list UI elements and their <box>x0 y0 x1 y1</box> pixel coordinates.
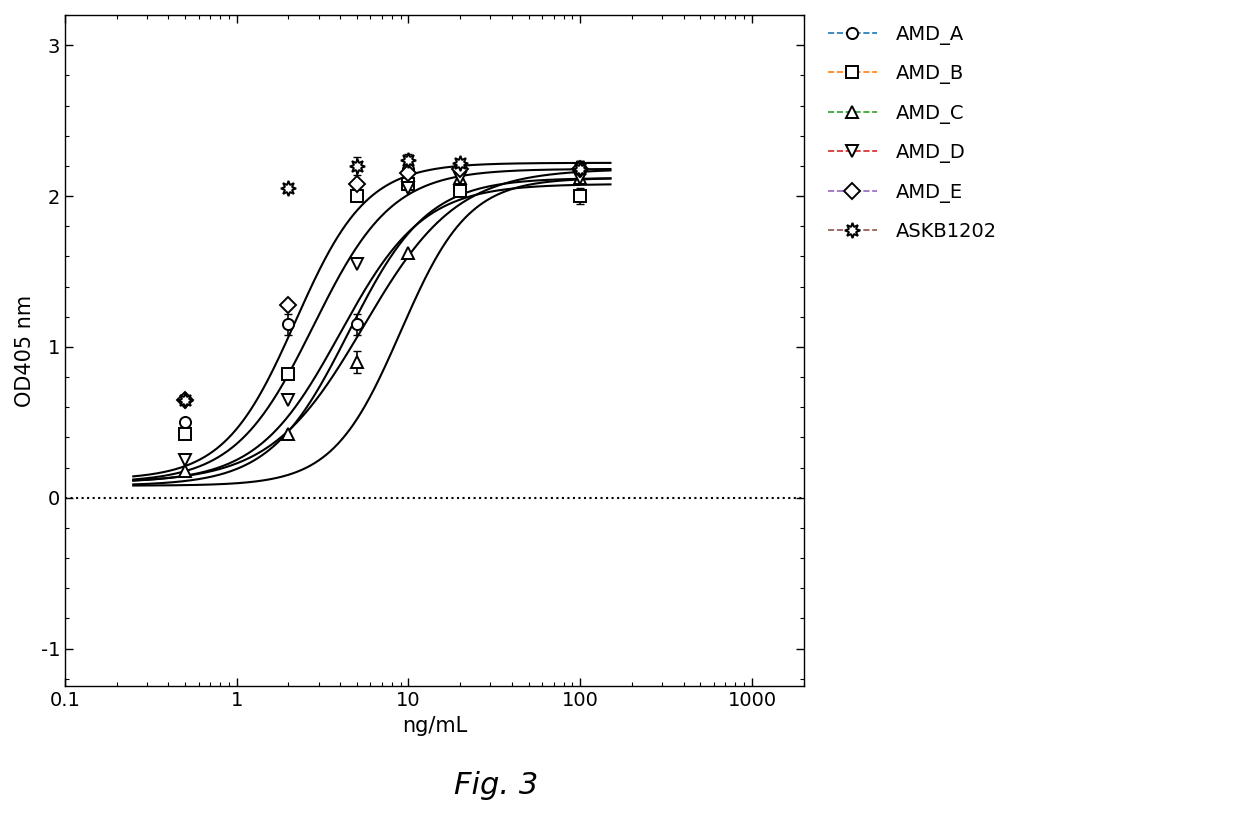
Line: AMD_E: AMD_E <box>180 163 585 406</box>
ASKB1202 <box>401 155 415 165</box>
AMD_A <box>401 164 415 174</box>
AMD_D <box>177 455 192 465</box>
Text: Fig. 3: Fig. 3 <box>454 770 538 800</box>
AMD_A <box>281 319 296 329</box>
AMD_A <box>177 418 192 428</box>
Line: AMD_D: AMD_D <box>179 171 587 466</box>
Y-axis label: OD405 nm: OD405 nm <box>15 295 35 406</box>
AMD_C <box>401 248 415 258</box>
AMD_A <box>350 319 365 329</box>
AMD_C <box>350 357 365 367</box>
ASKB1202 <box>453 158 467 168</box>
AMD_D <box>281 395 296 405</box>
X-axis label: ng/mL: ng/mL <box>402 716 467 736</box>
ASKB1202 <box>573 164 588 174</box>
AMD_D <box>453 173 467 183</box>
Line: ASKB1202: ASKB1202 <box>177 152 588 407</box>
AMD_B <box>401 179 415 188</box>
AMD_A <box>573 164 588 174</box>
Legend: AMD_A, AMD_B, AMD_C, AMD_D, AMD_E, ASKB1202: AMD_A, AMD_B, AMD_C, AMD_D, AMD_E, ASKB1… <box>828 24 997 241</box>
ASKB1202 <box>350 161 365 171</box>
AMD_D <box>573 173 588 183</box>
AMD_B <box>177 429 192 439</box>
AMD_E <box>350 179 365 188</box>
AMD_D <box>350 259 365 268</box>
AMD_E <box>573 164 588 174</box>
AMD_A <box>453 164 467 174</box>
AMD_C <box>177 466 192 476</box>
Line: AMD_B: AMD_B <box>180 179 585 440</box>
AMD_C <box>453 173 467 183</box>
AMD_E <box>177 395 192 405</box>
AMD_B <box>573 191 588 201</box>
AMD_E <box>401 168 415 178</box>
AMD_B <box>453 187 467 197</box>
AMD_E <box>453 164 467 174</box>
ASKB1202 <box>177 395 192 405</box>
AMD_C <box>573 173 588 183</box>
AMD_B <box>281 369 296 379</box>
AMD_E <box>281 299 296 309</box>
AMD_D <box>401 184 415 193</box>
AMD_C <box>281 429 296 439</box>
ASKB1202 <box>281 184 296 193</box>
AMD_B <box>350 191 365 201</box>
Line: AMD_A: AMD_A <box>180 163 585 428</box>
Line: AMD_C: AMD_C <box>179 171 587 477</box>
